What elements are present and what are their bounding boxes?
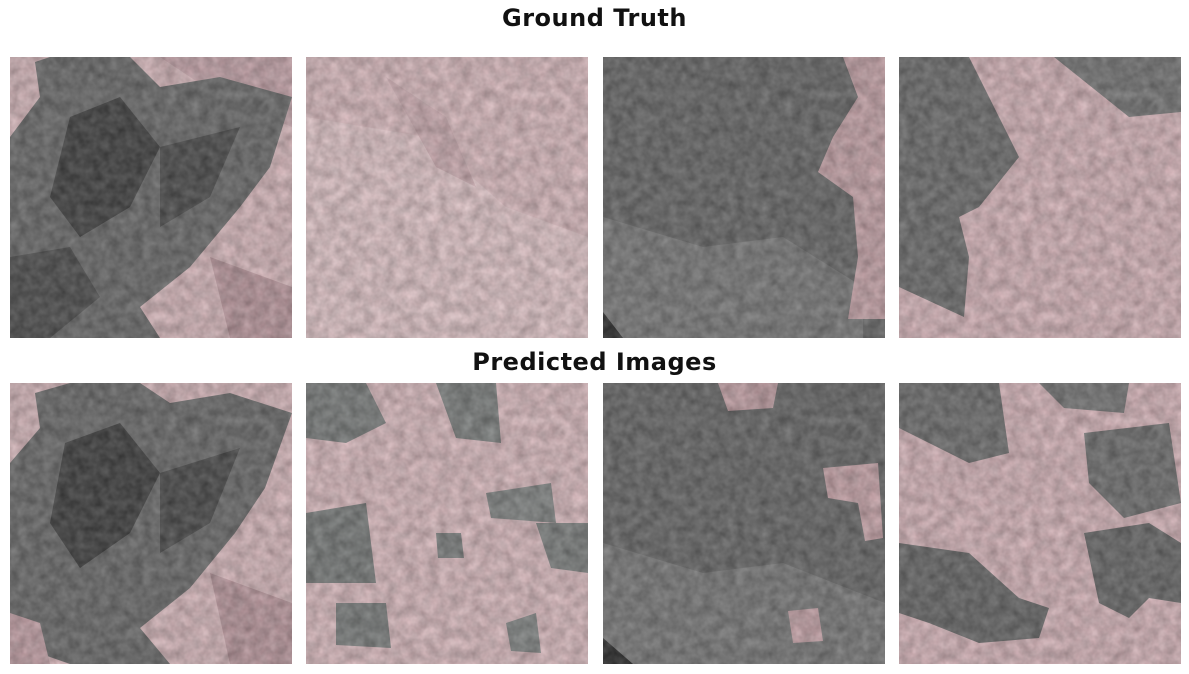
ground-truth-title: Ground Truth xyxy=(502,4,687,32)
predicted-image-1 xyxy=(10,383,292,664)
predicted-images-title: Predicted Images xyxy=(472,348,717,376)
ground-truth-image-3 xyxy=(603,57,885,338)
ground-truth-image-4 xyxy=(899,57,1181,338)
predicted-image-3 xyxy=(603,383,885,664)
predicted-image-4 xyxy=(899,383,1181,664)
ground-truth-image-1 xyxy=(10,57,292,338)
ground-truth-image-2 xyxy=(306,57,588,338)
predicted-image-2 xyxy=(306,383,588,664)
